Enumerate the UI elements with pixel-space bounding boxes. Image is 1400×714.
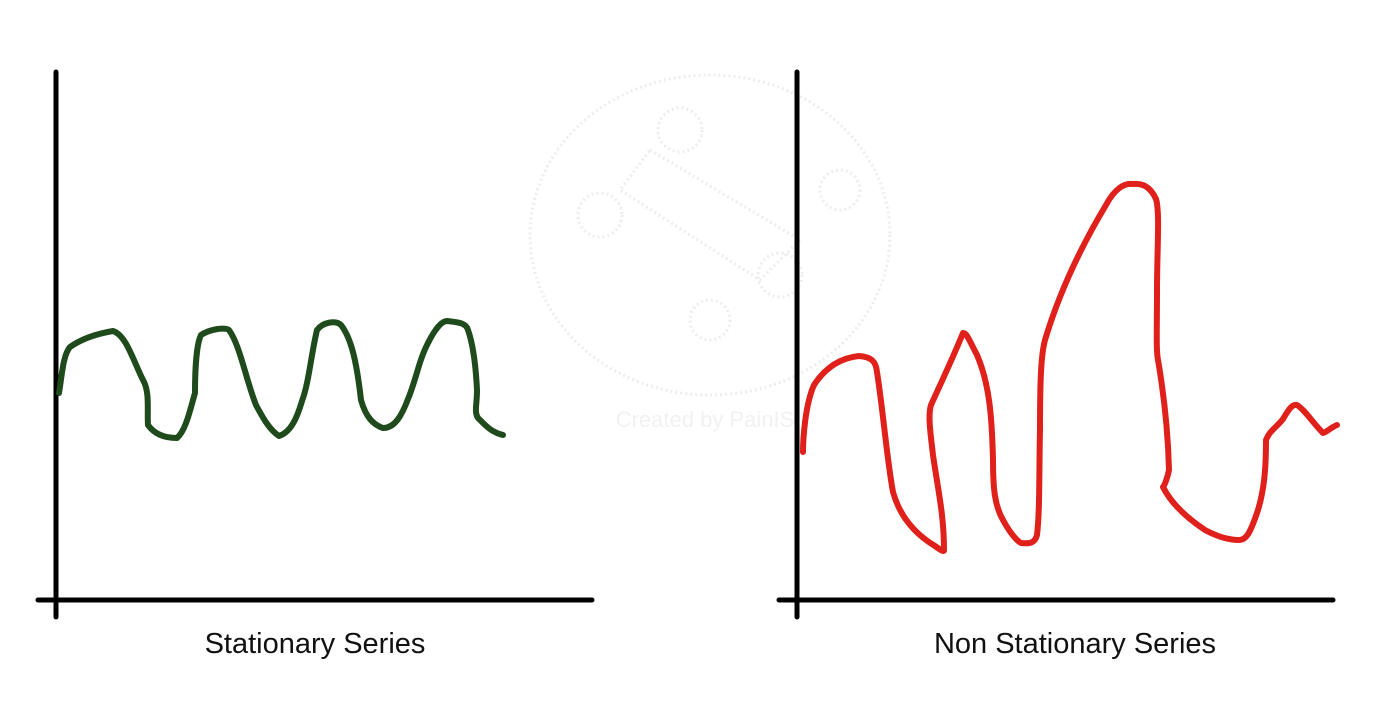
non-stationary-series-caption: Non Stationary Series <box>933 628 1217 660</box>
watermark-text: Created by PainIS <box>615 407 795 432</box>
stationary-series-caption: Stationary Series <box>204 628 426 660</box>
stationary-series-line <box>56 318 506 441</box>
non-stationary-series-line <box>800 180 1340 554</box>
left-axes <box>35 69 595 620</box>
right-axes <box>776 69 1336 620</box>
paint-palette-icon <box>528 73 892 397</box>
